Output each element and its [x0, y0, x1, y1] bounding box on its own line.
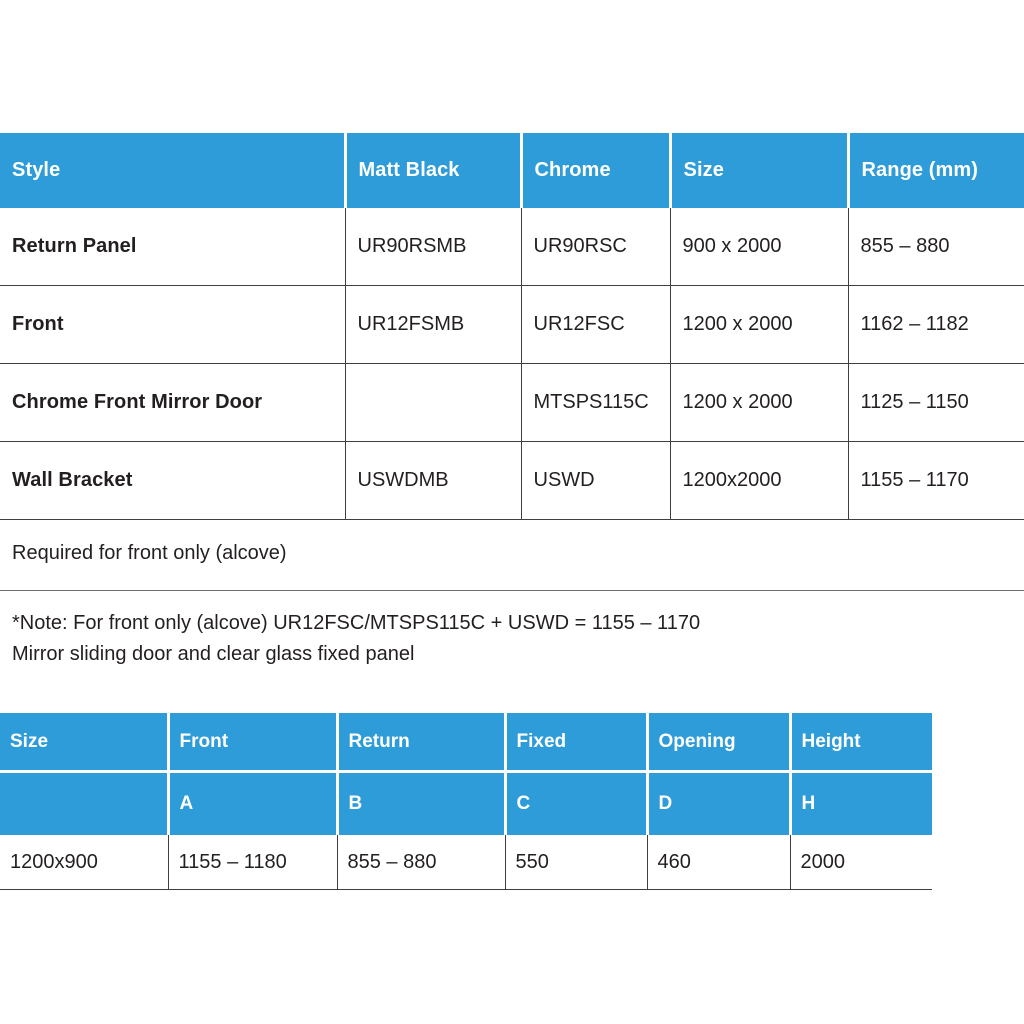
cell-chrome: UR90RSC: [521, 208, 671, 286]
column-header-front: Front: [168, 713, 339, 773]
column-header-return: Return: [337, 713, 507, 773]
cell-chrome: USWD: [521, 441, 671, 520]
column-header-size: Size: [0, 713, 170, 773]
cell-style: Return Panel: [0, 208, 346, 286]
column-header-range: Range (mm): [848, 133, 1024, 208]
column-header-matt-black: Matt Black: [345, 133, 523, 208]
table-row: Chrome Front Mirror Door MTSPS115C 1200 …: [0, 363, 1024, 442]
column-header-height: Height: [790, 713, 932, 773]
column-subheader-size: [0, 771, 170, 835]
column-header-size: Size: [670, 133, 850, 208]
column-subheader-h: H: [790, 771, 932, 835]
table-row: 1200x900 1155 – 1180 855 – 880 550 460 2…: [0, 835, 932, 890]
cell-chrome: UR12FSC: [521, 285, 671, 364]
cell-style: Wall Bracket: [0, 441, 346, 520]
cell-return: 855 – 880: [337, 835, 506, 890]
cell-range: 1125 – 1150: [848, 363, 1024, 442]
cell-size: 1200x2000: [670, 441, 849, 520]
table-header-row-main: Size Front Return Fixed Opening Height: [0, 713, 932, 773]
cell-matt-black: USWDMB: [345, 441, 522, 520]
dimensions-table: Size Front Return Fixed Opening Height A…: [0, 713, 932, 890]
cell-range: 855 – 880: [848, 208, 1024, 286]
column-header-style: Style: [0, 133, 347, 208]
dimensions-table-head: Size Front Return Fixed Opening Height A…: [0, 713, 932, 835]
cell-size: 900 x 2000: [670, 208, 849, 286]
table-row: Wall Bracket USWDMB USWD 1200x2000 1155 …: [0, 441, 1024, 520]
column-header-fixed: Fixed: [505, 713, 649, 773]
dimensions-table-body: 1200x900 1155 – 1180 855 – 880 550 460 2…: [0, 835, 932, 890]
column-header-opening: Opening: [647, 713, 792, 773]
cell-size: 1200 x 2000: [670, 363, 849, 442]
product-code-table-body: Return Panel UR90RSMB UR90RSC 900 x 2000…: [0, 208, 1024, 520]
table-row: Return Panel UR90RSMB UR90RSC 900 x 2000…: [0, 208, 1024, 286]
cell-front: 1155 – 1180: [168, 835, 338, 890]
cell-size: 1200x900: [0, 835, 169, 890]
cell-style: Front: [0, 285, 346, 364]
product-code-table-head: Style Matt Black Chrome Size Range (mm): [0, 133, 1024, 208]
cell-matt-black: [345, 363, 522, 442]
table-header-row: Style Matt Black Chrome Size Range (mm): [0, 133, 1024, 208]
column-subheader-b: B: [337, 771, 507, 835]
cell-range: 1155 – 1170: [848, 441, 1024, 520]
cell-height: 2000: [790, 835, 932, 890]
table-header-row-sub: A B C D H: [0, 771, 932, 835]
cell-fixed: 550: [505, 835, 648, 890]
footnote-block: *Note: For front only (alcove) UR12FSC/M…: [12, 608, 700, 670]
product-code-table: Style Matt Black Chrome Size Range (mm) …: [0, 133, 1024, 520]
cell-size: 1200 x 2000: [670, 285, 849, 364]
footnote-line-2: Mirror sliding door and clear glass fixe…: [12, 643, 415, 665]
required-note: Required for front only (alcove): [12, 542, 287, 564]
column-subheader-a: A: [168, 771, 339, 835]
column-subheader-d: D: [647, 771, 792, 835]
column-header-chrome: Chrome: [521, 133, 672, 208]
cell-matt-black: UR12FSMB: [345, 285, 522, 364]
cell-style: Chrome Front Mirror Door: [0, 363, 346, 442]
horizontal-divider: [0, 590, 1024, 591]
footnote-line-1: *Note: For front only (alcove) UR12FSC/M…: [12, 612, 701, 634]
column-subheader-c: C: [505, 771, 649, 835]
table-row: Front UR12FSMB UR12FSC 1200 x 2000 1162 …: [0, 285, 1024, 364]
cell-range: 1162 – 1182: [848, 285, 1024, 364]
cell-chrome: MTSPS115C: [521, 363, 671, 442]
cell-opening: 460: [647, 835, 791, 890]
cell-matt-black: UR90RSMB: [345, 208, 522, 286]
